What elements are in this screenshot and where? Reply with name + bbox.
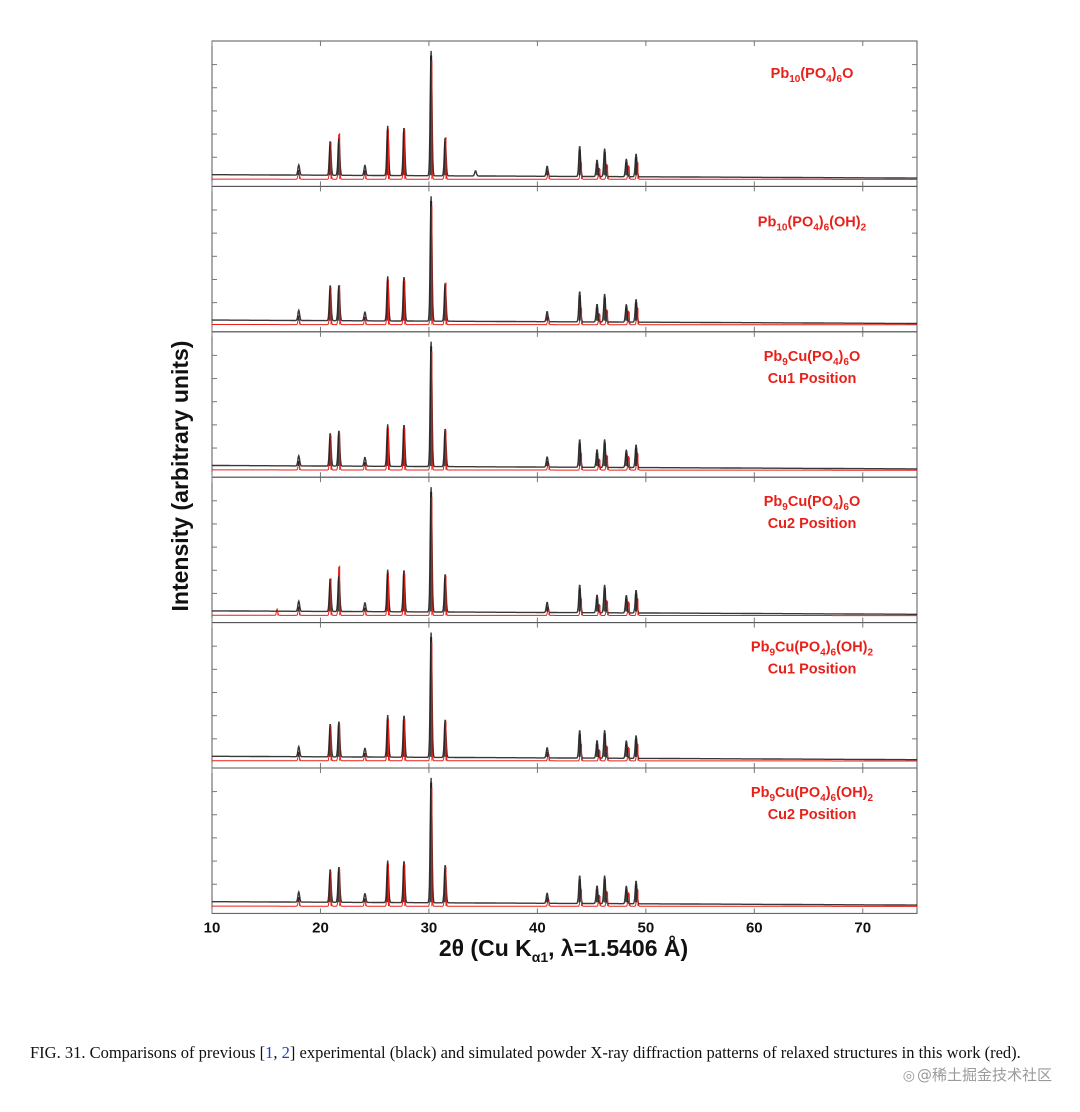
panel-label-formula: Pb9​Cu(PO4​)6​(OH)2​ [751, 640, 874, 659]
formula-subscript: 6 [831, 793, 837, 804]
xrd-panel-1: Pb10​(PO4​)6​O [211, 40, 918, 187]
x-tick-label: 60 [746, 919, 763, 936]
x-tick-label: 10 [204, 919, 221, 936]
formula-subscript: 4 [833, 502, 839, 513]
xrd-panel-5: Pb9​Cu(PO4​)6​(OH)2​Cu1 Position [211, 622, 918, 769]
formula-text: Pb [751, 640, 770, 656]
simulated-pattern-line [212, 640, 917, 762]
formula-text: ) [839, 494, 844, 510]
formula-subscript: 6 [837, 74, 843, 85]
formula-text: Pb [751, 785, 770, 801]
formula-text: Cu(PO [775, 640, 820, 656]
x-axis-title-main: 2θ (Cu K [439, 935, 532, 961]
formula-text: (PO [800, 66, 826, 82]
formula-text: ) [819, 214, 824, 230]
formula-text: (OH) [836, 785, 868, 801]
formula-text: O [849, 494, 860, 510]
formula-subscript: 4 [833, 357, 839, 368]
panel-label-formula: Pb9​Cu(PO4​)6​O [764, 349, 860, 368]
formula-text: ) [826, 785, 831, 801]
xrd-panel-4: Pb9​Cu(PO4​)6​O Cu2 Position [211, 476, 918, 624]
xrd-panel-6: Pb9​Cu(PO4​)6​(OH)2​Cu2 Position [211, 767, 918, 914]
formula-text: ) [839, 349, 844, 365]
caption-text-2: ] experimental (black) and simulated pow… [289, 1043, 1021, 1062]
caption-ref-1[interactable]: 1 [265, 1043, 274, 1062]
formula-subscript: 2 [861, 222, 867, 233]
panel-label-formula: Pb10​(PO4​)6​(OH)2​ [758, 214, 867, 233]
formula-subscript: 10 [776, 222, 788, 233]
formula-subscript: 6 [824, 222, 830, 233]
caption-ref-sep: , [273, 1043, 282, 1062]
formula-subscript: 6 [831, 648, 837, 659]
formula-text: Cu(PO [775, 785, 820, 801]
formula-subscript: 4 [820, 648, 826, 659]
x-tick-label: 70 [854, 919, 871, 936]
x-axis-title-suffix: , λ=1.5406 Å) [548, 934, 688, 961]
formula-text: ) [826, 640, 831, 656]
formula-text: Pb [764, 349, 783, 365]
formula-subscript: 10 [789, 74, 801, 85]
panel-label-position: Cu1 Position [768, 662, 857, 678]
wechat-icon: ◎ [902, 1068, 915, 1084]
formula-text: (PO [787, 214, 813, 230]
xrd-panel-3: Pb9​Cu(PO4​)6​O Cu1 Position [211, 331, 918, 478]
figure-caption: FIG. 31. Comparisons of previous [1, 2] … [30, 1042, 1050, 1063]
formula-subscript: 2 [868, 648, 874, 659]
simulated-pattern-line [212, 786, 917, 907]
xrd-panel-2: Pb10​(PO4​)6​(OH)2​ [211, 185, 918, 333]
panel-label-formula: Pb9​Cu(PO4​)6​(OH)2​ [751, 785, 874, 804]
formula-subscript: 4 [813, 222, 819, 233]
formula-subscript: 2 [868, 793, 874, 804]
panel-label-position: Cu2 Position [768, 516, 857, 532]
panel-label-formula: Pb10​(PO4​)6​O [771, 66, 854, 85]
simulated-pattern-line [212, 495, 917, 617]
caption-label: FIG. 31. [30, 1043, 86, 1062]
formula-text: O [842, 66, 853, 82]
formula-text: Cu(PO [788, 349, 833, 365]
formula-subscript: 4 [826, 74, 832, 85]
panel-label-position: Cu2 Position [768, 807, 857, 823]
formula-text: Cu(PO [788, 494, 833, 510]
watermark-text: @稀土掘金技术社区 [916, 1066, 1052, 1084]
x-tick-label: 20 [312, 919, 329, 936]
panel-frame [211, 40, 918, 187]
formula-subscript: 6 [843, 357, 849, 368]
y-axis-title: Intensity (arbitrary units) [167, 341, 193, 612]
caption-text-1: Comparisons of previous [ [89, 1043, 266, 1062]
formula-text: O [849, 349, 860, 365]
simulated-pattern-line [212, 350, 917, 471]
formula-text: (OH) [829, 214, 861, 230]
formula-subscript: 4 [820, 793, 826, 804]
panel-label-formula: Pb9​Cu(PO4​)6​O [764, 494, 860, 513]
formula-subscript: 9 [769, 648, 775, 659]
caption-ref-2[interactable]: 2 [281, 1043, 290, 1062]
formula-text: Pb [764, 494, 783, 510]
watermark: ◎ @稀土掘金技术社区 [903, 1064, 1052, 1085]
x-axis-title: 2θ (Cu Kα1, λ=1.5406 Å) [439, 934, 688, 965]
formula-text: Pb [771, 66, 790, 82]
panel-label-position: Cu1 Position [768, 371, 857, 387]
formula-subscript: 9 [782, 357, 788, 368]
x-tick-label: 30 [421, 919, 438, 936]
x-axis-title-sub: α1 [532, 949, 549, 965]
formula-text: ) [832, 66, 837, 82]
panel-frame [211, 767, 918, 914]
formula-subscript: 9 [782, 502, 788, 513]
panel-frame [211, 185, 918, 333]
x-tick-label: 40 [529, 919, 546, 936]
x-tick-label: 50 [638, 919, 655, 936]
formula-subscript: 9 [769, 793, 775, 804]
formula-text: (OH) [836, 640, 868, 656]
formula-subscript: 6 [843, 502, 849, 513]
formula-text: Pb [758, 214, 777, 230]
